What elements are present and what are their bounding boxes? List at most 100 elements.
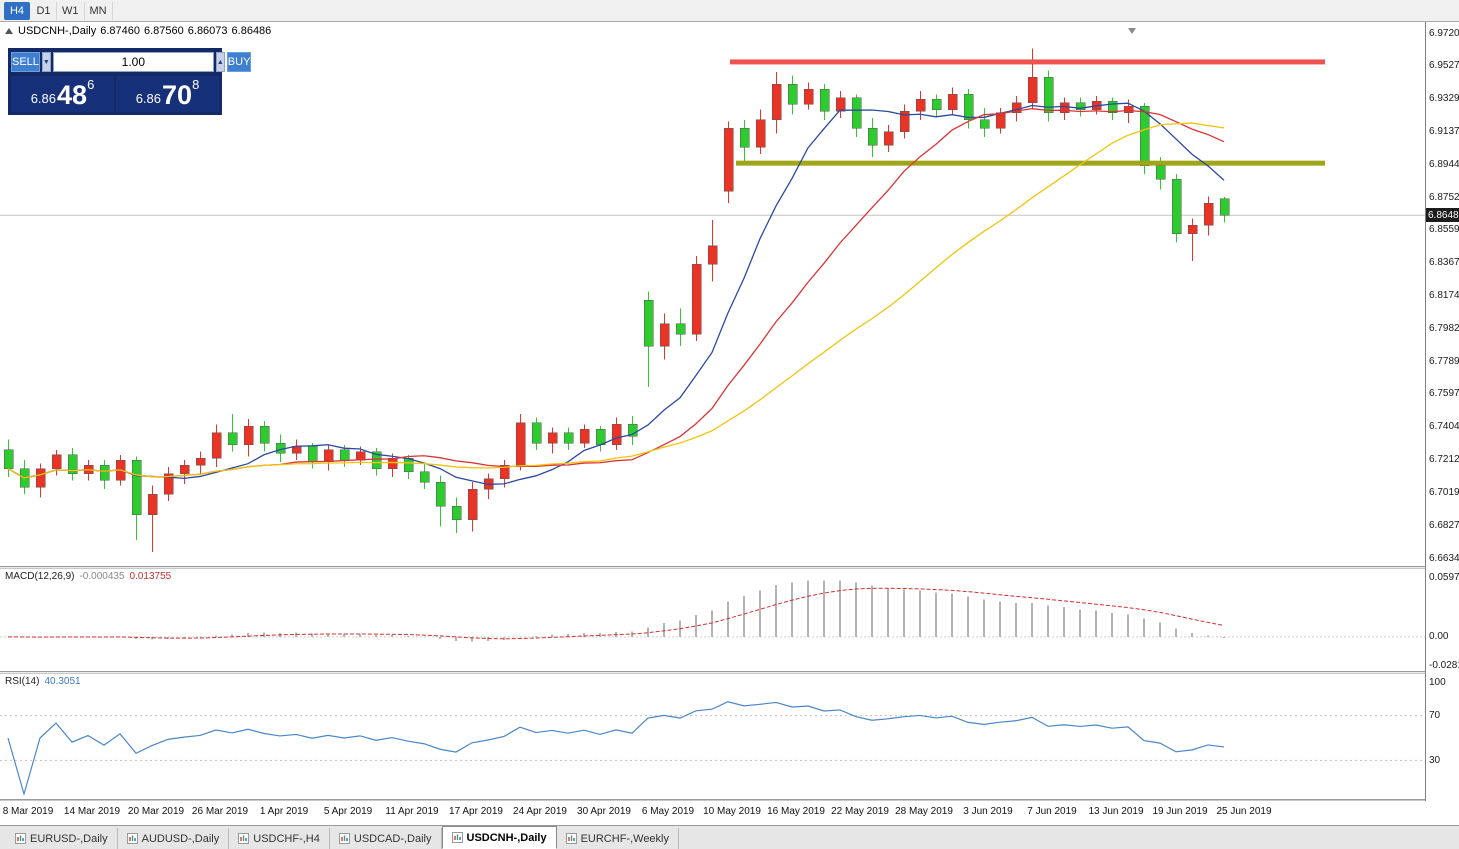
tab-audusd-daily[interactable]: AUDUSD-,Daily	[117, 828, 230, 849]
candle-body	[995, 112, 1006, 129]
timeframe-toolbar: H4 D1 W1 MN	[0, 0, 1459, 22]
ohlc-high: 6.87560	[144, 25, 184, 37]
date-label: 7 Jun 2019	[1027, 806, 1077, 817]
candle-body	[355, 451, 366, 461]
candles-layer	[3, 48, 1230, 552]
ma-slow-line	[7, 122, 1225, 479]
candle-body	[291, 446, 302, 454]
timeframe-button-mn[interactable]: MN	[84, 1, 113, 20]
price-tick-label: 6.95275	[1429, 60, 1459, 72]
bid-price-display[interactable]: 6.86 48 6	[11, 76, 114, 112]
candle-body	[851, 97, 862, 129]
panel-splitter-macd[interactable]	[0, 566, 1459, 569]
price-scale[interactable]: 6.86486 6.97200 6.95275 6.93295 6.91370 6.89…	[1425, 22, 1459, 801]
candle-body	[1187, 225, 1198, 235]
timeframe-button-h4[interactable]: H4	[4, 1, 30, 20]
price-tick-label: 6.85595	[1429, 224, 1459, 236]
macd-main-value: -0.000435	[79, 571, 125, 582]
ask-price-display[interactable]: 6.86 70 8	[116, 76, 219, 112]
tab-eurusd-daily[interactable]: EURUSD-,Daily	[6, 828, 118, 849]
candle-body	[51, 454, 62, 469]
one-click-trading-widget: SELL ▼ ▲ BUY 6.86 48 6 6.86 70 8	[8, 48, 252, 115]
price-tick-label: 6.72120	[1429, 454, 1459, 466]
price-tick-label: 6.89445	[1429, 158, 1459, 170]
tab-usdcnh-daily[interactable]: USDCNH-,Daily	[441, 826, 557, 849]
timeframe-button-w1[interactable]: W1	[57, 1, 85, 20]
date-label: 11 Apr 2019	[385, 806, 439, 817]
rsi-indicator-panel[interactable]: RSI(14) 40.3051	[0, 674, 1425, 799]
candle-body	[35, 468, 46, 488]
date-label: 1 Apr 2019	[259, 806, 309, 817]
ohlc-low: 6.86073	[187, 25, 228, 37]
candle-body	[1059, 102, 1070, 114]
ask-price-big-digits: 70	[162, 80, 193, 110]
chart-icon	[126, 833, 138, 844]
tab-usdcad-daily[interactable]: USDCAD-,Daily	[329, 828, 442, 849]
date-label: 30 Apr 2019	[577, 806, 631, 817]
candle-body	[275, 442, 286, 454]
volume-input[interactable]	[52, 52, 214, 72]
candle-body	[339, 449, 350, 461]
candle-body	[99, 464, 110, 481]
buy-button[interactable]: BUY	[226, 52, 252, 72]
tab-eurchf-weekly[interactable]: EURCHF-,Weekly	[556, 828, 679, 849]
candle-body	[787, 83, 798, 105]
time-axis[interactable]: 8 Mar 2019 14 Mar 2019 20 Mar 2019 26 Mar 2…	[0, 801, 1459, 825]
price-tick-label: 6.83670	[1429, 257, 1459, 269]
price-tick-label: 6.81745	[1429, 290, 1459, 301]
candle-body	[1043, 76, 1054, 114]
price-tick-label: 6.74045	[1429, 421, 1459, 433]
candle-body	[867, 128, 878, 146]
candle-body	[307, 446, 318, 463]
ask-price-prefix: 6.86	[135, 91, 162, 106]
support-line[interactable]	[736, 160, 1325, 166]
date-label: 16 May 2019	[767, 806, 825, 817]
candle-body	[147, 493, 158, 515]
volume-decrease-button[interactable]: ▼	[41, 52, 51, 72]
candle-body	[243, 425, 254, 446]
candle-body	[371, 451, 382, 469]
price-tick-label: 6.91370	[1429, 125, 1459, 137]
date-label: 6 May 2019	[641, 806, 695, 817]
bid-price-prefix: 6.86	[30, 91, 57, 106]
rsi-scale-label: 100	[1429, 676, 1446, 688]
tab-usdchf-h4[interactable]: USDCHF-,H4	[229, 828, 330, 849]
volume-increase-button[interactable]: ▲	[215, 52, 225, 72]
sell-button[interactable]: SELL	[11, 52, 40, 72]
chart-icon	[238, 833, 250, 844]
rsi-chart[interactable]	[0, 674, 1425, 799]
candle-body	[467, 488, 478, 520]
candle-body	[579, 429, 590, 444]
price-chart-panel[interactable]: USDCNH-,Daily 6.87460 6.87560 6.86073 6.…	[0, 22, 1425, 566]
candlestick-chart[interactable]	[0, 22, 1425, 566]
candle-body	[755, 119, 766, 148]
candle-body	[451, 505, 462, 520]
candle-body	[547, 432, 558, 444]
rsi-scale-label: 30	[1429, 754, 1441, 766]
candle-body	[915, 99, 926, 112]
price-tick-label: 6.68270	[1429, 519, 1459, 531]
macd-scale-label: -0.02816	[1429, 659, 1459, 671]
date-label: 3 Jun 2019	[963, 806, 1013, 817]
timeframe-button-d1[interactable]: D1	[31, 1, 57, 20]
tab-label: EURCHF-,Weekly	[580, 832, 669, 845]
rsi-value: 40.3051	[44, 676, 81, 687]
price-tick-label: 6.93295	[1429, 93, 1459, 105]
candle-body	[403, 458, 414, 473]
price-tick-label: 6.66345	[1429, 552, 1459, 564]
macd-indicator-panel[interactable]: MACD(12,26,9) -0.000435 0.013755	[0, 569, 1425, 671]
panel-splitter-rsi[interactable]	[0, 671, 1459, 674]
chart-shift-marker[interactable]	[1128, 28, 1136, 34]
candle-body	[1155, 165, 1166, 180]
candle-body	[1171, 179, 1182, 235]
macd-chart[interactable]	[0, 569, 1425, 671]
candle-body	[627, 424, 638, 437]
candle-body	[979, 119, 990, 129]
candle-body	[643, 299, 654, 347]
resistance-line[interactable]	[730, 59, 1325, 65]
candle-body	[1027, 76, 1038, 104]
tab-label: EURUSD-,Daily	[30, 832, 108, 845]
panel-splitter-bottom[interactable]	[0, 799, 1459, 801]
current-price-tag: 6.86486	[1426, 208, 1459, 223]
